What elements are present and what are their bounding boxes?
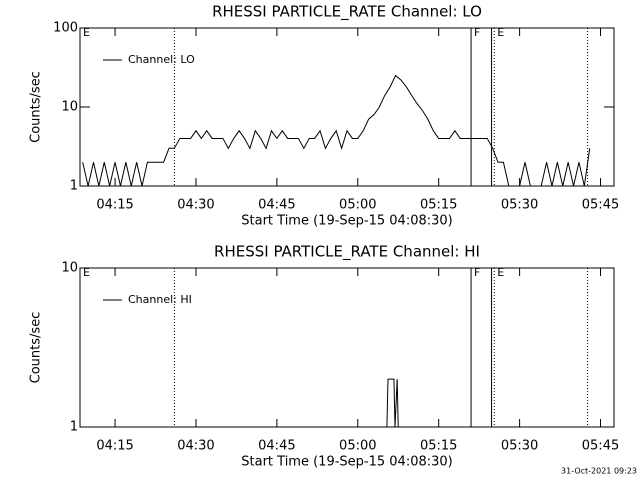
y-tick-label: 100: [53, 21, 78, 36]
x-tick-label: 04:15: [96, 439, 133, 454]
x-tick-label: 05:00: [339, 198, 376, 213]
event-flag: E: [83, 266, 90, 279]
footer: 31-Oct-2021 09:23: [561, 467, 637, 476]
x-tick-label: 05:30: [501, 439, 538, 454]
x-tick-label: 04:15: [96, 198, 133, 213]
x-tick-label: 04:45: [258, 439, 295, 454]
x-tick-label: 05:15: [420, 198, 457, 213]
event-flag: F: [474, 266, 480, 279]
legend-label: Channel: HI: [128, 293, 192, 306]
y-axis-label: Counts/sec: [29, 312, 44, 384]
x-axis-label: Start Time (19-Sep-15 04:08:30): [241, 214, 452, 229]
chart-title: RHESSI PARTICLE_RATE Channel: LO: [212, 3, 482, 22]
legend-label: Channel: LO: [128, 53, 195, 66]
x-tick-label: 04:45: [258, 198, 295, 213]
event-flag: F: [474, 26, 480, 39]
chart-title: RHESSI PARTICLE_RATE Channel: HI: [214, 243, 480, 262]
x-tick-label: 04:30: [177, 439, 214, 454]
x-tick-label: 05:45: [582, 439, 619, 454]
x-tick-label: 05:30: [501, 198, 538, 213]
y-tick-label: 1: [70, 420, 78, 435]
y-axis-label: Counts/sec: [29, 71, 44, 143]
x-tick-label: 04:30: [177, 198, 214, 213]
data-line: [82, 74, 591, 187]
event-flag: E: [497, 266, 504, 279]
x-axis-label: Start Time (19-Sep-15 04:08:30): [241, 455, 452, 470]
data-line: [386, 378, 399, 428]
y-tick-label: 10: [61, 261, 78, 276]
x-tick-label: 05:45: [582, 198, 619, 213]
x-tick-label: 05:00: [339, 439, 376, 454]
x-tick-label: 05:15: [420, 439, 457, 454]
event-flag: E: [83, 26, 90, 39]
y-tick-label: 1: [70, 179, 78, 194]
y-tick-label: 10: [61, 100, 78, 115]
event-flag: E: [497, 26, 504, 39]
plot-frame: [79, 267, 615, 428]
